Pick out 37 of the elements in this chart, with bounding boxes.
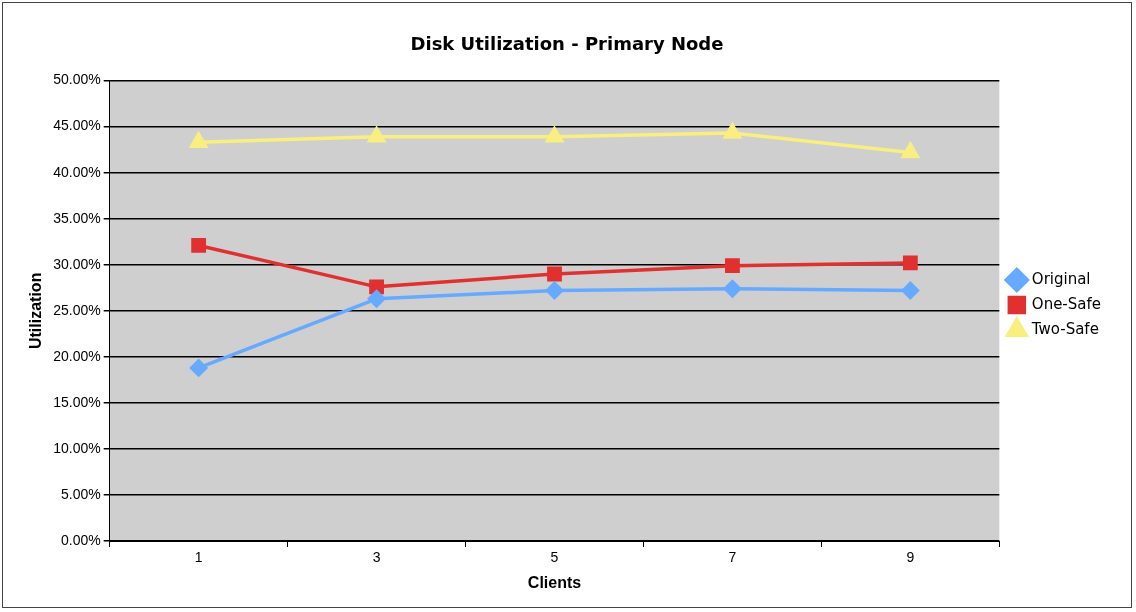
point	[547, 266, 562, 282]
point	[723, 123, 742, 139]
point	[725, 258, 740, 274]
y-tick-label: 5.00%	[60, 485, 101, 502]
x-tick-label: 5	[550, 549, 559, 566]
point	[901, 281, 920, 300]
y-tick-label: 50.00%	[53, 71, 101, 88]
y-tick-label: 20.00%	[53, 347, 101, 364]
point	[189, 132, 208, 149]
legend-label: One-Safe	[1031, 294, 1102, 313]
x-tick-label: 7	[728, 549, 737, 566]
point	[191, 238, 207, 253]
point	[189, 359, 208, 377]
point	[545, 281, 564, 300]
legend-label: Two-Safe	[1030, 319, 1099, 338]
point	[367, 290, 386, 308]
point	[723, 279, 742, 298]
y-tick-label: 35.00%	[53, 209, 101, 226]
y-axis-title: Utilization	[27, 272, 45, 350]
x-tick-label: 3	[372, 549, 381, 566]
x-tick-label: 1	[194, 549, 203, 566]
y-tick-label: 25.00%	[53, 301, 101, 318]
point	[545, 127, 564, 143]
point	[369, 279, 384, 295]
y-tick-label: 0.00%	[60, 531, 101, 548]
point	[902, 255, 918, 271]
y-tick-label: 30.00%	[53, 255, 101, 272]
point	[367, 127, 386, 143]
y-tick-label: 40.00%	[53, 163, 101, 180]
y-tick-label: 15.00%	[53, 393, 101, 410]
chart-title: Disk Utilization - Primary Node	[410, 33, 724, 55]
x-axis-title: Clients	[527, 573, 582, 591]
x-tick-label: 9	[906, 549, 915, 566]
y-tick-label: 45.00%	[53, 117, 101, 134]
legend-label: Original	[1031, 269, 1091, 288]
y-tick-label: 10.00%	[53, 439, 101, 456]
point	[901, 142, 920, 159]
